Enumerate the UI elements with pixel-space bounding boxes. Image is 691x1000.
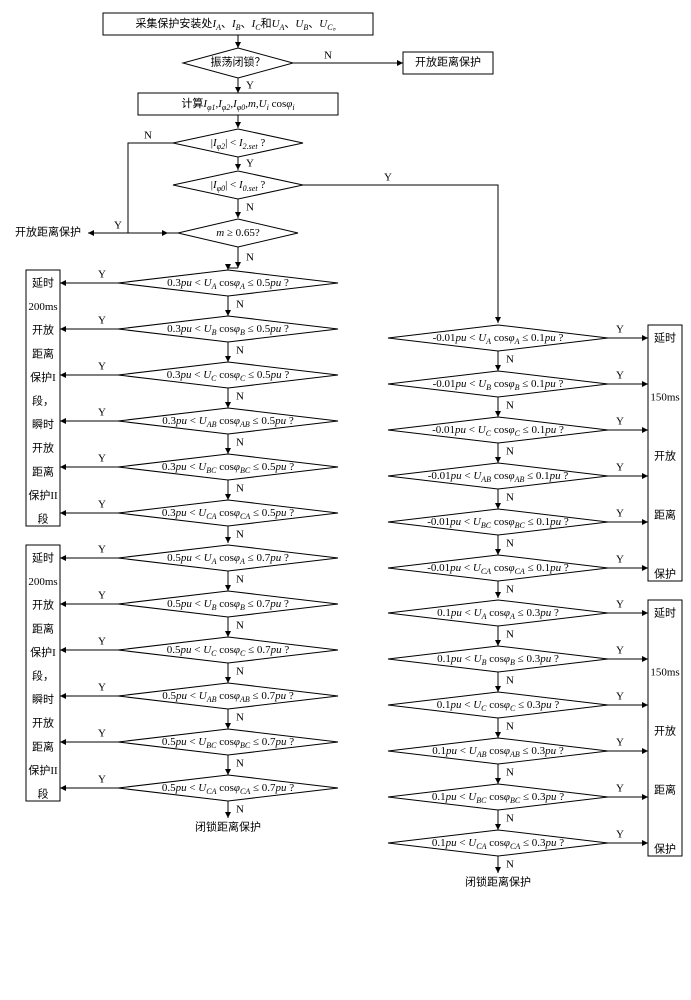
svg-text:Y: Y: [98, 361, 106, 373]
svg-text:距离: 距离: [32, 464, 54, 478]
svg-text:距离: 距离: [32, 346, 54, 360]
svg-text:N: N: [236, 345, 244, 357]
svg-text:开放: 开放: [32, 716, 54, 730]
svg-text:距离: 距离: [32, 739, 54, 753]
svg-text:Y: Y: [98, 544, 106, 556]
svg-text:N: N: [506, 584, 514, 596]
svg-text:N: N: [144, 130, 152, 142]
svg-text:N: N: [236, 712, 244, 724]
svg-text:Y: Y: [616, 416, 624, 428]
svg-text:N: N: [236, 804, 244, 816]
svg-text:Y: Y: [616, 829, 624, 841]
svg-text:振荡闭锁？: 振荡闭锁？: [211, 55, 266, 69]
svg-text:开放: 开放: [32, 441, 54, 455]
svg-text:N: N: [506, 446, 514, 458]
svg-text:保护: 保护: [654, 842, 676, 856]
svg-text:延时: 延时: [32, 552, 54, 565]
svg-text:Y: Y: [98, 499, 106, 511]
svg-text:Y: Y: [114, 220, 122, 232]
svg-text:N: N: [324, 50, 332, 62]
svg-text:N: N: [236, 483, 244, 495]
svg-text:N: N: [236, 758, 244, 770]
svg-text:150ms: 150ms: [650, 667, 679, 679]
svg-text:N: N: [236, 391, 244, 403]
svg-text:N: N: [506, 538, 514, 550]
svg-text:N: N: [506, 721, 514, 733]
svg-text:开放: 开放: [654, 724, 676, 738]
svg-text:Y: Y: [246, 158, 254, 170]
svg-text:Y: Y: [98, 636, 106, 648]
svg-text:200ms: 200ms: [28, 301, 57, 313]
svg-text:开放: 开放: [32, 598, 54, 612]
svg-text:延时: 延时: [32, 277, 54, 290]
svg-text:150ms: 150ms: [650, 392, 679, 404]
svg-text:保护II: 保护II: [28, 763, 58, 777]
svg-text:N: N: [236, 299, 244, 311]
svg-text:Y: Y: [616, 370, 624, 382]
svg-text:N: N: [246, 202, 254, 214]
svg-text:距离: 距离: [32, 621, 54, 635]
svg-text:开放距离保护: 开放距离保护: [15, 225, 81, 239]
svg-text:N: N: [236, 437, 244, 449]
svg-text:段: 段: [38, 512, 49, 526]
svg-text:延时: 延时: [654, 332, 676, 345]
svg-text:N: N: [506, 492, 514, 504]
svg-text:段，: 段，: [32, 394, 54, 408]
svg-text:N: N: [506, 767, 514, 779]
svg-text:N: N: [506, 675, 514, 687]
svg-text:Y: Y: [616, 554, 624, 566]
svg-text:Y: Y: [384, 172, 392, 184]
svg-text:闭锁距离保护: 闭锁距离保护: [195, 820, 261, 834]
svg-text:Y: Y: [616, 645, 624, 657]
svg-text:Y: Y: [98, 590, 106, 602]
svg-text:N: N: [506, 354, 514, 366]
svg-text:Y: Y: [616, 783, 624, 795]
svg-text:Y: Y: [616, 324, 624, 336]
svg-text:Y: Y: [616, 508, 624, 520]
svg-text:闭锁距离保护: 闭锁距离保护: [465, 875, 531, 889]
svg-text:瞬时: 瞬时: [32, 418, 54, 431]
svg-text:开放: 开放: [654, 449, 676, 463]
svg-text:Y: Y: [98, 774, 106, 786]
svg-text:N: N: [236, 666, 244, 678]
svg-text:N: N: [506, 859, 514, 871]
svg-text:开放距离保护: 开放距离保护: [415, 55, 481, 69]
svg-text:N: N: [506, 400, 514, 412]
svg-text:Y: Y: [98, 728, 106, 740]
svg-text:段，: 段，: [32, 669, 54, 683]
svg-text:Y: Y: [616, 691, 624, 703]
svg-text:保护I: 保护I: [30, 370, 56, 384]
svg-text:距离: 距离: [654, 783, 676, 797]
svg-text:瞬时: 瞬时: [32, 693, 54, 706]
svg-text:开放: 开放: [32, 323, 54, 337]
svg-text:Y: Y: [98, 407, 106, 419]
svg-text:Y: Y: [616, 462, 624, 474]
svg-text:保护: 保护: [654, 567, 676, 581]
svg-text:N: N: [246, 252, 254, 264]
svg-text:Y: Y: [616, 737, 624, 749]
svg-text:保护II: 保护II: [28, 488, 58, 502]
svg-text:距离: 距离: [654, 508, 676, 522]
svg-text:200ms: 200ms: [28, 576, 57, 588]
svg-text:N: N: [506, 629, 514, 641]
flowchart: 采集保护安装处IA、IB、IC和UA、UB、UC。振荡闭锁？YN开放距离保护计算…: [8, 8, 683, 992]
svg-text:m ≥ 0.65?: m ≥ 0.65?: [216, 227, 260, 239]
svg-text:Y: Y: [98, 315, 106, 327]
svg-text:N: N: [236, 574, 244, 586]
svg-text:Y: Y: [98, 682, 106, 694]
svg-text:N: N: [506, 813, 514, 825]
svg-text:N: N: [236, 529, 244, 541]
svg-text:延时: 延时: [654, 607, 676, 620]
svg-text:Y: Y: [98, 453, 106, 465]
svg-text:保护I: 保护I: [30, 645, 56, 659]
svg-text:Y: Y: [616, 599, 624, 611]
svg-text:Y: Y: [246, 80, 254, 92]
svg-text:Y: Y: [98, 269, 106, 281]
svg-text:段: 段: [38, 787, 49, 801]
svg-text:N: N: [236, 620, 244, 632]
